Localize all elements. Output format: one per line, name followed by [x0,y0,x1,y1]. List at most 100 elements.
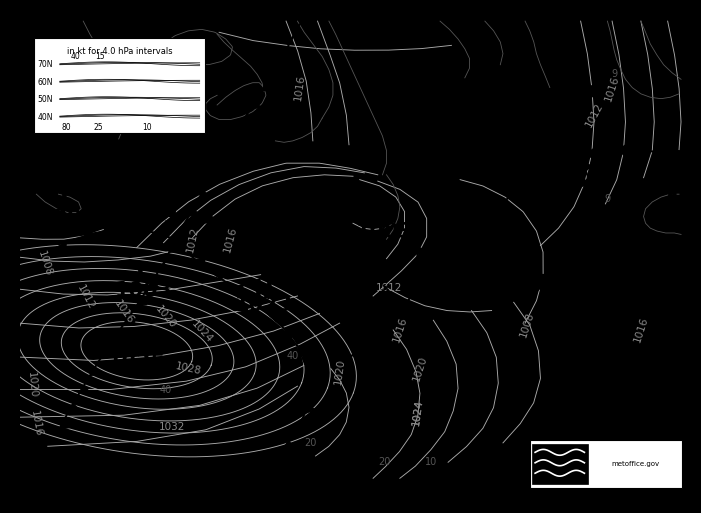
Text: 20: 20 [305,438,317,448]
Polygon shape [113,333,123,340]
Polygon shape [101,350,111,358]
Text: H: H [254,214,274,239]
Polygon shape [379,228,389,235]
Polygon shape [233,285,243,292]
Polygon shape [252,300,262,307]
Polygon shape [587,86,598,97]
Polygon shape [60,422,69,429]
Polygon shape [582,179,598,186]
Text: 9: 9 [611,69,617,80]
Polygon shape [329,191,337,203]
Text: 1003: 1003 [39,208,97,228]
Text: L: L [531,259,546,282]
Polygon shape [178,227,193,238]
Text: 20: 20 [379,457,390,467]
Polygon shape [550,266,559,273]
Polygon shape [135,224,145,235]
Polygon shape [306,405,315,413]
Polygon shape [285,331,296,338]
Text: 1003: 1003 [114,281,172,301]
Text: 1024: 1024 [411,399,425,426]
Polygon shape [57,243,66,250]
Polygon shape [205,213,218,225]
Text: 25: 25 [93,123,103,132]
Polygon shape [562,249,577,258]
Text: L: L [136,263,151,287]
Polygon shape [592,200,600,207]
Text: 10: 10 [142,123,151,132]
Text: 80: 80 [62,123,72,132]
Text: 9: 9 [604,194,611,204]
Text: 70N: 70N [38,60,53,69]
Text: L: L [377,205,392,229]
Text: H: H [254,278,274,302]
Text: 1020: 1020 [333,358,346,385]
Text: 1020: 1020 [154,304,178,330]
Polygon shape [158,233,168,240]
Text: L: L [670,181,686,205]
Text: 10: 10 [426,457,437,467]
Text: 1016: 1016 [293,74,306,101]
Polygon shape [535,114,549,124]
Polygon shape [269,314,280,322]
Polygon shape [560,98,573,109]
Text: 1012: 1012 [74,284,96,311]
Polygon shape [308,386,318,394]
Polygon shape [69,403,79,411]
Polygon shape [229,137,240,144]
Polygon shape [373,264,381,271]
Polygon shape [250,101,261,109]
Polygon shape [367,244,383,250]
Polygon shape [209,172,219,180]
Text: 40: 40 [159,385,172,394]
Polygon shape [265,196,275,208]
Text: 1016: 1016 [29,410,43,438]
Polygon shape [266,457,277,464]
Text: 40: 40 [71,52,81,61]
Text: 1021: 1021 [476,82,515,96]
Polygon shape [148,281,158,288]
Polygon shape [560,156,572,169]
Text: 40: 40 [287,350,299,361]
Polygon shape [284,441,294,448]
Text: 101: 101 [667,312,701,332]
Polygon shape [590,148,601,161]
Polygon shape [402,304,411,310]
Text: 40N: 40N [38,113,53,122]
Polygon shape [240,119,250,127]
Polygon shape [261,84,272,91]
Polygon shape [297,424,307,431]
Text: 1003: 1003 [121,208,179,228]
Polygon shape [509,186,524,196]
Text: 1016: 1016 [391,316,409,344]
Polygon shape [179,244,190,250]
Polygon shape [106,229,116,236]
Text: 1020: 1020 [411,354,429,383]
Polygon shape [411,285,421,292]
Text: 1008: 1008 [518,311,536,339]
Polygon shape [621,144,630,157]
Text: 1003: 1003 [355,223,414,243]
Text: L: L [666,181,681,205]
Polygon shape [283,48,293,55]
Text: 1028: 1028 [175,361,203,377]
Bar [532,444,587,484]
Polygon shape [137,298,147,306]
Text: 1008: 1008 [36,249,54,278]
Text: 1024: 1024 [411,399,425,426]
Polygon shape [125,315,135,323]
Text: 1024: 1024 [189,318,215,345]
Bar [34,38,205,133]
Polygon shape [533,169,546,181]
Text: L: L [143,190,158,214]
Polygon shape [583,164,592,171]
Polygon shape [293,30,303,37]
Polygon shape [82,230,93,241]
Text: 1016: 1016 [632,316,650,344]
Text: 1012: 1012 [376,283,402,293]
Polygon shape [371,337,381,343]
Polygon shape [234,203,246,215]
Polygon shape [580,235,589,243]
Text: 15: 15 [95,52,104,61]
Text: 1000: 1000 [510,276,567,296]
